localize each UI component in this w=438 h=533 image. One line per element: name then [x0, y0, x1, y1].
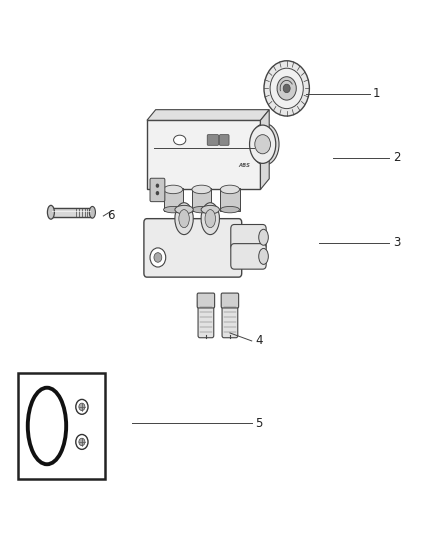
Bar — [163, 188, 183, 211]
Ellipse shape — [201, 205, 219, 214]
Text: 1: 1 — [373, 87, 381, 100]
Ellipse shape — [259, 248, 268, 264]
Circle shape — [264, 61, 309, 116]
Bar — [220, 188, 240, 211]
FancyBboxPatch shape — [198, 301, 214, 338]
FancyBboxPatch shape — [231, 224, 266, 250]
Text: 5: 5 — [255, 417, 263, 430]
Ellipse shape — [220, 185, 240, 193]
FancyBboxPatch shape — [144, 219, 242, 277]
Ellipse shape — [259, 229, 268, 245]
Polygon shape — [147, 120, 261, 189]
Circle shape — [76, 434, 88, 449]
FancyBboxPatch shape — [231, 244, 266, 269]
Circle shape — [79, 438, 85, 446]
Bar — [192, 188, 211, 211]
Circle shape — [270, 68, 303, 109]
Text: ABS: ABS — [238, 163, 250, 168]
Circle shape — [155, 191, 159, 195]
Ellipse shape — [28, 387, 66, 464]
Bar — [18, 373, 106, 479]
Ellipse shape — [179, 209, 189, 228]
Ellipse shape — [175, 203, 193, 235]
Polygon shape — [261, 110, 269, 189]
FancyBboxPatch shape — [219, 135, 229, 146]
Text: 6: 6 — [107, 209, 114, 222]
Circle shape — [255, 135, 271, 154]
Ellipse shape — [173, 135, 186, 145]
FancyBboxPatch shape — [207, 135, 219, 146]
Text: 3: 3 — [393, 236, 400, 249]
Ellipse shape — [201, 203, 219, 235]
Circle shape — [277, 77, 296, 100]
Text: 4: 4 — [255, 334, 263, 348]
FancyBboxPatch shape — [197, 293, 215, 308]
Text: 2: 2 — [393, 151, 400, 164]
Ellipse shape — [220, 206, 240, 213]
Ellipse shape — [251, 124, 279, 165]
Circle shape — [79, 403, 85, 410]
Ellipse shape — [47, 205, 54, 219]
Ellipse shape — [205, 209, 215, 228]
Circle shape — [150, 248, 166, 267]
Ellipse shape — [175, 205, 193, 214]
Ellipse shape — [192, 206, 211, 213]
Ellipse shape — [163, 185, 183, 193]
Ellipse shape — [163, 206, 183, 213]
FancyBboxPatch shape — [221, 293, 239, 308]
FancyBboxPatch shape — [150, 178, 165, 201]
Circle shape — [154, 253, 162, 262]
Ellipse shape — [33, 399, 61, 454]
Ellipse shape — [250, 125, 276, 164]
FancyBboxPatch shape — [222, 301, 238, 338]
Ellipse shape — [89, 206, 95, 218]
Circle shape — [76, 399, 88, 414]
Circle shape — [283, 84, 290, 93]
Polygon shape — [147, 110, 269, 120]
Circle shape — [155, 183, 159, 188]
Ellipse shape — [192, 185, 211, 193]
